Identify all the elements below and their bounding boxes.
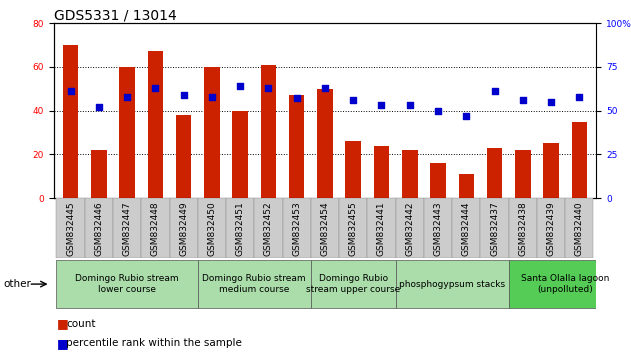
- Bar: [113, 198, 141, 258]
- Text: GSM832439: GSM832439: [546, 201, 555, 256]
- Bar: [85, 198, 113, 258]
- Text: GSM832442: GSM832442: [405, 201, 415, 256]
- Text: GSM832452: GSM832452: [264, 201, 273, 256]
- Bar: [374, 146, 389, 198]
- Bar: [537, 198, 565, 258]
- Point: [404, 103, 415, 108]
- Text: GSM832450: GSM832450: [208, 201, 216, 256]
- Bar: [283, 198, 311, 258]
- Bar: [339, 198, 367, 258]
- Text: GSM832438: GSM832438: [518, 201, 528, 256]
- Bar: [459, 174, 474, 198]
- Bar: [198, 198, 226, 258]
- Bar: [311, 198, 339, 258]
- Bar: [565, 198, 594, 258]
- Point: [94, 104, 104, 110]
- Point: [150, 85, 160, 91]
- Point: [490, 88, 500, 94]
- Bar: [515, 150, 531, 198]
- Bar: [170, 198, 198, 258]
- Bar: [317, 89, 333, 198]
- Bar: [572, 121, 587, 198]
- Bar: [311, 260, 396, 308]
- Text: GSM832447: GSM832447: [122, 201, 132, 256]
- Bar: [148, 51, 163, 198]
- Point: [179, 92, 189, 98]
- Text: percentile rank within the sample: percentile rank within the sample: [66, 338, 242, 348]
- Point: [348, 97, 358, 103]
- Text: GDS5331 / 13014: GDS5331 / 13014: [54, 9, 177, 23]
- Text: GSM832449: GSM832449: [179, 201, 188, 256]
- Text: count: count: [66, 319, 96, 329]
- Text: GSM832441: GSM832441: [377, 201, 386, 256]
- Bar: [198, 260, 311, 308]
- Bar: [367, 198, 396, 258]
- Point: [122, 94, 132, 99]
- Bar: [543, 143, 559, 198]
- Point: [292, 96, 302, 101]
- Bar: [424, 198, 452, 258]
- Bar: [254, 198, 283, 258]
- Text: GSM832445: GSM832445: [66, 201, 75, 256]
- Point: [263, 85, 273, 91]
- Point: [546, 99, 556, 105]
- Bar: [509, 198, 537, 258]
- Bar: [396, 260, 509, 308]
- Text: GSM832453: GSM832453: [292, 201, 301, 256]
- Text: GSM832440: GSM832440: [575, 201, 584, 256]
- Text: GSM832448: GSM832448: [151, 201, 160, 256]
- Text: other: other: [3, 279, 31, 289]
- Bar: [226, 198, 254, 258]
- Point: [461, 113, 471, 119]
- Text: phosphogypsum stacks: phosphogypsum stacks: [399, 280, 505, 289]
- Bar: [91, 150, 107, 198]
- Point: [320, 85, 330, 91]
- Text: Domingo Rubio
stream upper course: Domingo Rubio stream upper course: [306, 274, 400, 294]
- Bar: [402, 150, 418, 198]
- Text: ■: ■: [57, 318, 69, 330]
- Text: Domingo Rubio stream
medium course: Domingo Rubio stream medium course: [203, 274, 306, 294]
- Point: [207, 94, 217, 99]
- Bar: [119, 67, 135, 198]
- Text: GSM832454: GSM832454: [321, 201, 329, 256]
- Point: [433, 108, 443, 113]
- Text: GSM832455: GSM832455: [349, 201, 358, 256]
- Text: GSM832437: GSM832437: [490, 201, 499, 256]
- Text: Domingo Rubio stream
lower course: Domingo Rubio stream lower course: [75, 274, 179, 294]
- Point: [66, 88, 76, 94]
- Bar: [56, 260, 198, 308]
- Text: Santa Olalla lagoon
(unpolluted): Santa Olalla lagoon (unpolluted): [521, 274, 610, 294]
- Text: ■: ■: [57, 337, 69, 350]
- Bar: [141, 198, 170, 258]
- Bar: [289, 95, 305, 198]
- Bar: [480, 198, 509, 258]
- Bar: [63, 45, 78, 198]
- Bar: [204, 67, 220, 198]
- Text: GSM832446: GSM832446: [95, 201, 103, 256]
- Bar: [56, 198, 85, 258]
- Text: GSM832443: GSM832443: [433, 201, 442, 256]
- Bar: [487, 148, 502, 198]
- Bar: [396, 198, 424, 258]
- Bar: [232, 110, 248, 198]
- Bar: [509, 260, 622, 308]
- Bar: [176, 115, 191, 198]
- Text: GSM832444: GSM832444: [462, 201, 471, 256]
- Point: [235, 83, 245, 89]
- Point: [518, 97, 528, 103]
- Point: [574, 94, 584, 99]
- Bar: [430, 163, 445, 198]
- Bar: [345, 141, 361, 198]
- Text: GSM832451: GSM832451: [235, 201, 245, 256]
- Bar: [452, 198, 480, 258]
- Bar: [261, 65, 276, 198]
- Point: [377, 103, 387, 108]
